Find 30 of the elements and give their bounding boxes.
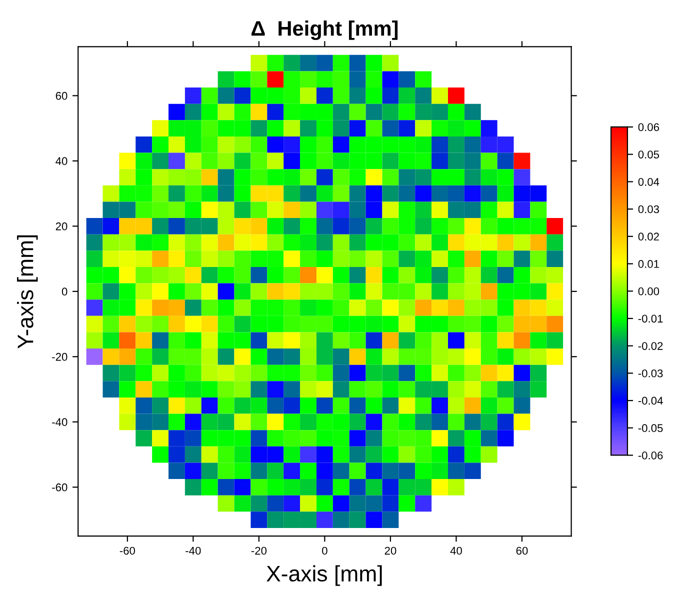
y-tick-label: 20 [56,222,68,230]
x-tick-label: 40 [450,546,462,555]
color-bar-label: 0.02 [638,232,659,241]
y-tick-label: -20 [52,352,68,361]
color-bar-label: -0.01 [638,314,663,323]
color-bar-label: -0.02 [638,342,663,350]
x-tick-label: 60 [516,546,528,555]
y-tick-label: 40 [56,157,68,166]
color-bar-label: 0.05 [638,150,660,158]
color-bar-label: -0.03 [638,369,663,378]
color-bar-label: -0.04 [638,396,663,405]
x-axis-title: X-axis [mm] [266,565,382,586]
color-bar-label: -0.05 [638,424,663,432]
color-bar-label: 0.06 [638,123,660,132]
color-bar-label: 0.00 [638,287,660,296]
y-tick-label: 60 [56,92,68,100]
color-bar-label: 0.01 [638,260,659,268]
chart-title: Δ Height [mm] [252,20,398,40]
x-tick-label: -20 [251,546,267,555]
y-axis-title: Y-axis [mm] [17,235,38,349]
y-tick-label: -60 [52,483,68,492]
color-bar-label: 0.03 [638,205,660,214]
x-tick-label: -60 [120,546,136,555]
y-tick-label: -40 [52,418,68,426]
x-tick-label: 20 [384,546,396,555]
x-tick-label: 0 [322,546,328,555]
color-bar-label: 0.04 [638,178,660,186]
color-bar-label: -0.06 [638,452,663,460]
x-tick-label: -40 [186,546,201,555]
y-tick-label: 0 [62,288,68,296]
